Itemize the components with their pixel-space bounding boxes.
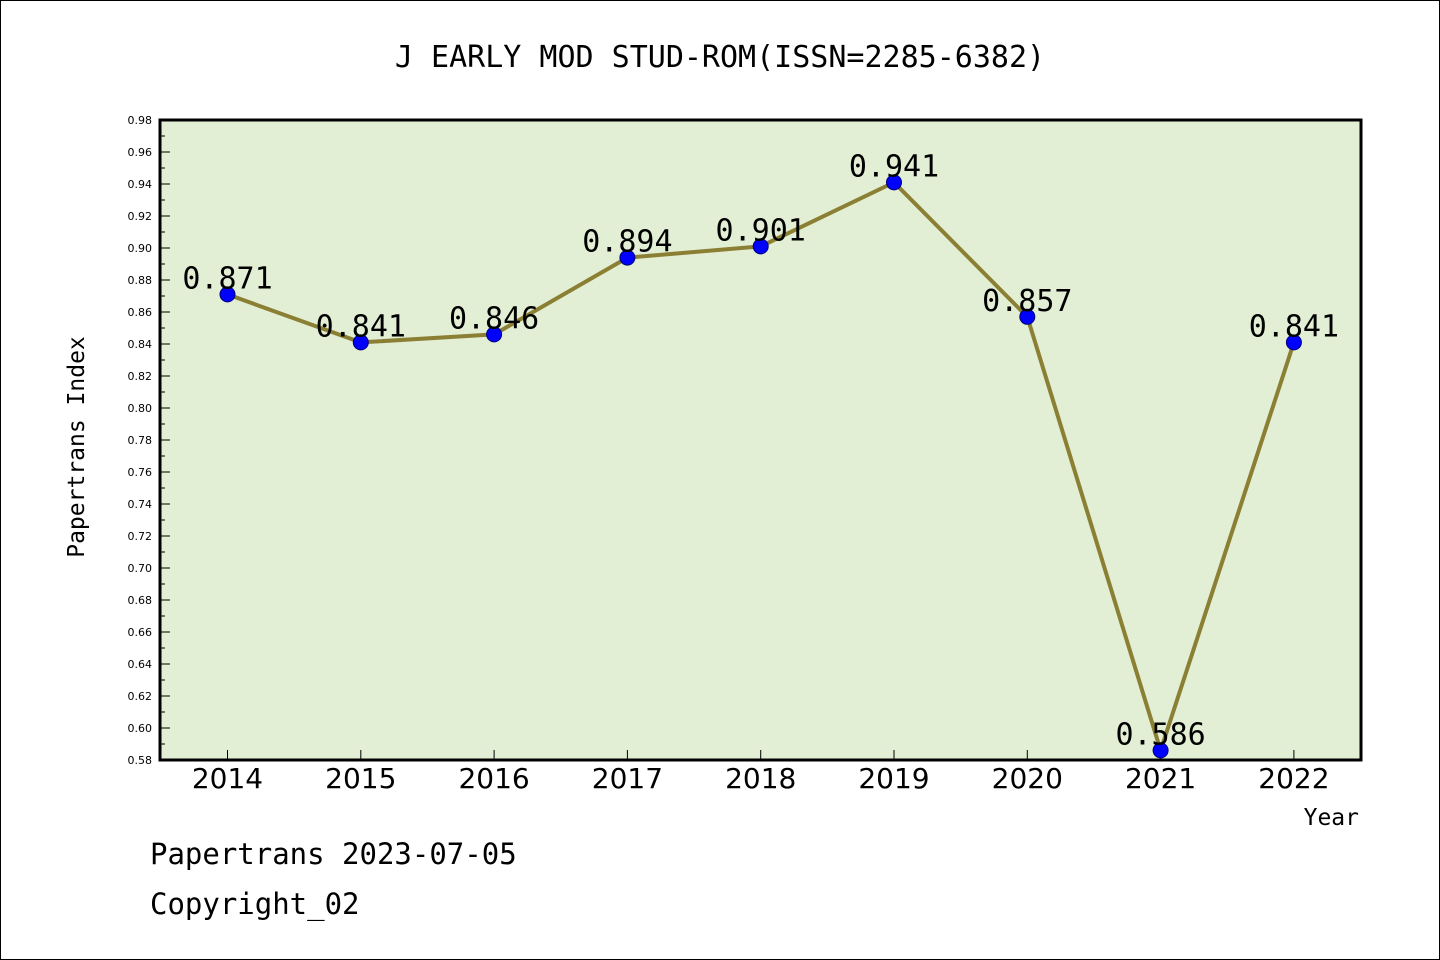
data-label-2022: 0.841 <box>1249 309 1339 344</box>
data-point-2017 <box>619 249 636 266</box>
y-tick-label: 0.94 <box>128 178 153 191</box>
x-tick-label: 2019 <box>858 762 929 795</box>
series-line <box>219 174 1302 759</box>
x-axis-label: Year <box>1304 805 1359 831</box>
data-point-2018 <box>752 238 769 255</box>
y-tick-label: 0.92 <box>128 210 153 223</box>
data-point-2021 <box>1152 742 1169 759</box>
data-label-2020: 0.857 <box>982 284 1072 319</box>
data-point-2016 <box>486 326 503 343</box>
footer-copyright: Copyright_02 <box>150 887 360 922</box>
y-tick-label: 0.74 <box>128 498 153 511</box>
data-point-2014 <box>219 286 236 303</box>
y-tick-label: 0.76 <box>128 466 153 479</box>
y-tick-label: 0.70 <box>128 562 153 575</box>
y-tick-label: 0.96 <box>128 146 153 159</box>
data-point-2015 <box>352 334 369 351</box>
x-axis: 2014 2015 2016 2017 2018 2019 2020 2021 2022 <box>192 750 1330 795</box>
chart-title: J EARLY MOD STUD-ROM(ISSN=2285-6382) <box>395 40 1045 75</box>
x-tick-label: 2022 <box>1258 762 1329 795</box>
plot-area <box>158 118 1363 762</box>
data-point-2019 <box>886 174 902 191</box>
data-label-2015: 0.841 <box>316 309 406 344</box>
y-tick-label: 0.86 <box>128 306 153 319</box>
y-tick-label: 0.88 <box>128 274 153 287</box>
y-axis: 0.58 0.60 0.62 0.64 0.66 0.68 0.70 0.72 0.74 0.76… <box>128 114 170 767</box>
x-tick-label: 2020 <box>992 762 1063 795</box>
y-tick-label: 0.66 <box>128 626 153 639</box>
x-tick-label: 2021 <box>1125 762 1196 795</box>
data-labels: 0.871 0.841 0.846 0.894 0.901 0.941 0.857 0.586… <box>182 149 1339 752</box>
y-tick-label: 0.90 <box>128 242 153 255</box>
data-label-2021: 0.586 <box>1115 717 1205 752</box>
data-label-2014: 0.871 <box>182 261 272 296</box>
y-tick-label: 0.72 <box>128 530 153 543</box>
x-tick-label: 2016 <box>458 762 529 795</box>
data-point-2020 <box>1019 308 1036 325</box>
x-tick-label: 2017 <box>592 762 663 795</box>
data-label-2018: 0.901 <box>716 213 806 248</box>
y-tick-label: 0.84 <box>128 338 153 351</box>
y-tick-label: 0.78 <box>128 434 153 447</box>
data-label-2019: 0.941 <box>849 149 939 184</box>
y-tick-label: 0.98 <box>128 114 153 127</box>
y-tick-label: 0.82 <box>128 370 153 383</box>
y-tick-label: 0.68 <box>128 594 153 607</box>
y-tick-label: 0.62 <box>128 690 153 703</box>
y-tick-label: 0.60 <box>128 722 153 735</box>
x-tick-label: 2018 <box>725 762 796 795</box>
x-tick-label: 2014 <box>192 762 263 795</box>
x-tick-label: 2015 <box>325 762 396 795</box>
data-label-2016: 0.846 <box>449 301 539 336</box>
y-tick-label: 0.58 <box>128 754 153 767</box>
y-axis-label: Papertrans Index <box>64 336 90 558</box>
y-tick-label: 0.80 <box>128 402 153 415</box>
footer-source: Papertrans 2023-07-05 <box>150 837 517 871</box>
data-point-2022 <box>1285 334 1302 351</box>
y-tick-label: 0.64 <box>128 658 153 671</box>
data-label-2017: 0.894 <box>582 225 672 260</box>
